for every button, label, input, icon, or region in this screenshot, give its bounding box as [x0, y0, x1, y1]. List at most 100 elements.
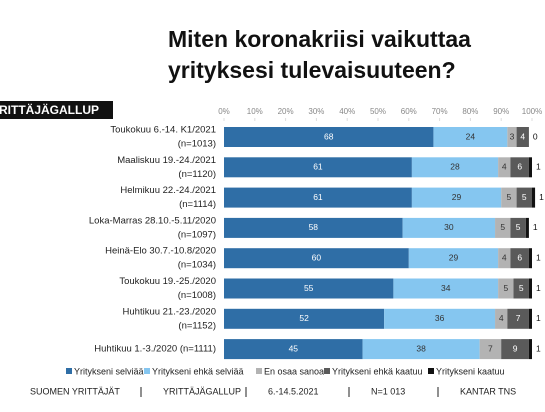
legend-label: Yritykseni kaatuu: [436, 366, 505, 376]
data-label: 3: [510, 131, 515, 141]
legend-label: Yritykseni selviää: [74, 366, 144, 376]
bar-segment: [408, 248, 499, 269]
bar-segment: [393, 278, 499, 299]
data-label: 4: [499, 313, 504, 323]
bar-segment: [224, 248, 409, 269]
legend-label: Yritykseni ehkä kaatuu: [332, 366, 423, 376]
bar-segment: [411, 187, 502, 208]
x-tick-label: 70%: [432, 107, 448, 116]
data-label: 1: [533, 222, 538, 232]
y-tick-label: (n=1152): [178, 320, 216, 331]
x-tick-label: 10%: [247, 107, 263, 116]
y-tick-label: (n=1120): [178, 169, 216, 180]
bar-segment: [532, 187, 536, 208]
data-label: 1: [539, 192, 544, 202]
bar-segment: [224, 187, 412, 208]
bar-segment: [510, 217, 526, 238]
y-tick-label: Heinä-Elo 30.7.-10.8/2020: [105, 246, 216, 257]
bar-segment: [528, 157, 532, 178]
bar-segment: [507, 308, 529, 329]
legend-swatch: [428, 368, 434, 374]
bar-segment: [507, 127, 517, 147]
bar-segment: [224, 157, 412, 178]
bar-segment: [384, 308, 496, 329]
data-label: 9: [513, 343, 518, 353]
data-label: 30: [444, 222, 454, 232]
y-tick-label: (n=1013): [178, 139, 216, 150]
data-label: 1: [536, 343, 541, 353]
y-tick-label: Huhtikuu 1.-3./2020 (n=1111): [94, 344, 216, 355]
footer-text: SUOMEN YRITTÄJÄT: [30, 386, 120, 396]
bar-segment: [528, 278, 532, 299]
bar-segment: [224, 278, 394, 299]
data-label: 68: [324, 131, 334, 141]
y-tick-label: Toukokuu 19.-25./2020: [119, 276, 216, 287]
data-label: 7: [488, 343, 493, 353]
data-label: 4: [520, 131, 525, 141]
bar-segment: [224, 308, 385, 329]
bar-segment: [224, 127, 434, 147]
chart-title: yrityksesi tulevaisuuteen?: [168, 57, 456, 83]
data-label: 4: [502, 252, 507, 262]
data-label: 24: [466, 131, 476, 141]
bar-segment: [411, 157, 499, 178]
legend-swatch: [324, 368, 330, 374]
legend-swatch: [256, 368, 262, 374]
data-label: 1: [536, 313, 541, 323]
x-tick-label: 40%: [339, 107, 355, 116]
x-tick-label: 0%: [218, 107, 230, 116]
data-label: 5: [519, 283, 524, 293]
data-label: 6: [517, 162, 522, 172]
data-label: 5: [500, 222, 505, 232]
data-label: 5: [516, 222, 521, 232]
data-label: 5: [503, 283, 508, 293]
legend-swatch: [66, 368, 72, 374]
bar-segment: [501, 187, 517, 208]
data-label: 1: [536, 283, 541, 293]
legend-label: En osaa sanoa: [264, 366, 324, 376]
legend-swatch: [144, 368, 150, 374]
x-tick-label: 30%: [308, 107, 324, 116]
badge: YRITTÄJÄGALLUP: [0, 102, 99, 117]
bar-segment: [224, 339, 363, 360]
data-label: 29: [449, 252, 459, 262]
data-label: 5: [522, 192, 527, 202]
x-tick-label: 60%: [401, 107, 417, 116]
bar-segment: [528, 339, 532, 360]
bar-segment: [402, 217, 496, 238]
bar-segment: [525, 217, 529, 238]
y-tick-label: (n=1097): [178, 229, 216, 240]
data-label: 55: [304, 283, 314, 293]
data-label: 7: [516, 313, 521, 323]
bar-segment: [224, 217, 403, 238]
data-label: 61: [313, 192, 323, 202]
y-tick-label: Maaliskuu 19.-24./2021: [117, 155, 216, 166]
badge-bg: [0, 101, 113, 119]
bar-segment: [510, 248, 529, 269]
y-tick-label: (n=1034): [178, 260, 216, 271]
bar-segment: [479, 339, 502, 360]
footer-text: N=1 013: [371, 386, 405, 396]
bar-segment: [362, 339, 480, 360]
bar-segment: [528, 248, 532, 269]
bar-segment: [513, 278, 529, 299]
data-label: 1: [536, 162, 541, 172]
y-tick-label: Toukokuu 6.-14. K1/2021: [110, 125, 216, 136]
legend-label: Yritykseni ehkä selviää: [152, 366, 244, 376]
footer-text: KANTAR TNS: [460, 386, 516, 396]
data-label: 34: [441, 283, 451, 293]
bar-segment: [510, 157, 529, 178]
data-label: 4: [502, 162, 507, 172]
data-label: 5: [507, 192, 512, 202]
y-tick-label: Loka-Marras 28.10.-5.11/2020: [89, 215, 216, 226]
bar-segment: [498, 157, 511, 178]
data-label: 28: [450, 162, 460, 172]
y-tick-label: Helmikuu 22.-24./2021: [120, 185, 216, 196]
y-tick-label: (n=1008): [178, 290, 216, 301]
bar-segment: [498, 248, 511, 269]
x-tick-label: 50%: [370, 107, 386, 116]
x-tick-label: 80%: [462, 107, 478, 116]
y-tick-label: Huhtikuu 21.-23./2020: [123, 306, 216, 317]
bar-segment: [498, 278, 514, 299]
